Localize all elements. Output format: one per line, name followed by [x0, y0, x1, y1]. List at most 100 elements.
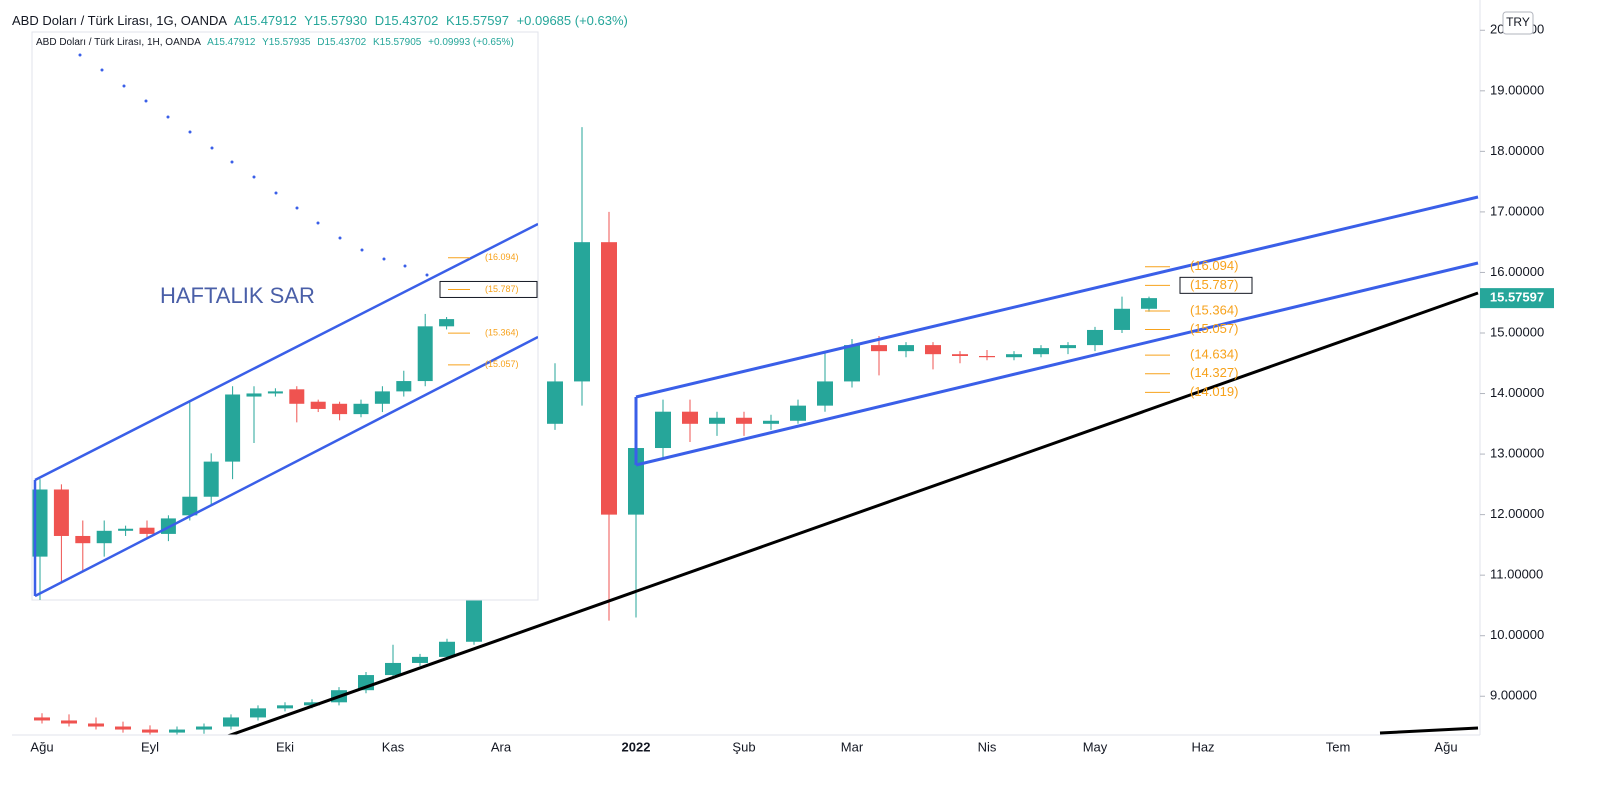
candle-body [385, 662, 401, 676]
level-box [1179, 276, 1253, 294]
support-line [226, 291, 1479, 735]
annotation: HAFTALIK SAR [160, 283, 315, 308]
channel-lower [635, 261, 1479, 467]
candle-body [1006, 354, 1022, 358]
inset-candles [32, 313, 455, 600]
candle-body [736, 417, 752, 424]
main-header: ABD Doları / Türk Lirası, 1G, OANDA A15.… [12, 13, 632, 28]
change: +0.09993 (+0.65%) [428, 37, 514, 48]
candle-body [439, 641, 455, 657]
channel-upper [635, 195, 1479, 399]
level-label: (16.094) [485, 252, 519, 262]
trend-lines [226, 195, 1479, 735]
level-label: (14.327) [1190, 365, 1238, 380]
candle-body [574, 242, 590, 382]
y-tick-label: 16.00000 [1490, 264, 1544, 279]
inset-channel-lower [34, 335, 538, 598]
y-tick-label: 9.00000 [1490, 688, 1537, 703]
price-tag [1480, 288, 1554, 309]
symbol: ABD Doları / Türk Lirası, 1G, OANDA [12, 13, 228, 28]
candle-body [925, 345, 941, 355]
y-tick-label: 17.00000 [1490, 203, 1544, 218]
x-tick-label: Mar [841, 739, 864, 754]
candle-body [75, 535, 91, 544]
candle-body [310, 401, 326, 409]
x-tick-label: Ağu [30, 739, 53, 754]
ohlc: K15.57905 [372, 37, 422, 48]
y-tick-label: 10.00000 [1490, 627, 1544, 642]
candle-body [53, 489, 69, 536]
currency-box [1502, 11, 1534, 35]
candle-body [118, 528, 134, 531]
x-tick-label: Şub [732, 739, 755, 754]
candle-body [871, 345, 887, 352]
candle-body [96, 530, 112, 544]
y-tick-label: 15.00000 [1490, 324, 1544, 339]
candle-body [304, 702, 320, 706]
symbol: ABD Doları / Türk Lirası, 1H, OANDA [36, 37, 201, 48]
candle-body [332, 403, 348, 415]
candle-body [396, 381, 412, 392]
ohlc: A15.47912 [207, 37, 256, 48]
candle-body [353, 403, 369, 415]
change: +0.09685 (+0.63%) [516, 13, 628, 28]
candle-body [34, 717, 50, 721]
candle-body [1114, 308, 1130, 330]
inset-channel-upper [34, 222, 538, 482]
candle-body [547, 381, 563, 424]
ohlc: D15.43702 [317, 37, 367, 48]
x-tick-label: 2022 [622, 739, 651, 754]
candle-body [61, 720, 77, 724]
candle-body [250, 708, 266, 718]
candle-body [203, 461, 219, 497]
y-tick-label: 13.00000 [1490, 446, 1544, 461]
x-tick-label: Tem [1326, 739, 1351, 754]
y-tick-label: 18.00000 [1490, 143, 1544, 158]
y-tick-label: 11.00000 [1490, 567, 1543, 582]
candle-body [1060, 345, 1076, 349]
candle-body [267, 391, 283, 394]
level-label: (15.364) [1190, 302, 1238, 317]
candle-body [142, 729, 158, 733]
sar-dots [78, 53, 429, 277]
candle-body [952, 354, 968, 356]
ohlc: D15.43702 [374, 13, 439, 28]
candle-body [439, 319, 455, 327]
inset-lines [33, 53, 538, 598]
candle-body [374, 391, 390, 404]
candle-body [709, 417, 725, 424]
candle-body [601, 242, 617, 515]
candle-body [223, 717, 239, 727]
ohlc: Y15.57935 [262, 37, 311, 48]
level-label: (14.019) [1190, 384, 1238, 399]
candle-body [682, 411, 698, 424]
x-tick-label: Eyl [141, 739, 159, 754]
candle-body [844, 345, 860, 382]
candle-body [763, 420, 779, 424]
candle-body [1087, 329, 1103, 346]
level-label: (16.094) [1190, 258, 1238, 273]
candle-body [417, 326, 433, 382]
candle-body [898, 345, 914, 352]
level-label: (15.057) [485, 359, 519, 369]
candle-body [790, 405, 806, 421]
candle-body [169, 729, 185, 733]
candle-body [1141, 298, 1157, 309]
level-label: (15.057) [1190, 321, 1238, 336]
level-label: (14.634) [1190, 347, 1238, 362]
x-tick-label: May [1083, 739, 1108, 754]
candle-body [225, 394, 241, 462]
inset-levels: (16.094) (15.787) (15.364) (15.057) [439, 252, 538, 369]
candle-body [655, 411, 671, 449]
level-label: (15.364) [485, 328, 519, 338]
candle-body [139, 527, 155, 534]
candle-body [289, 389, 305, 404]
inset [31, 31, 539, 601]
y-tick-label: 19.00000 [1490, 82, 1544, 97]
candle-body [412, 656, 428, 663]
candle-body [115, 726, 131, 730]
x-tick-label: Kas [382, 739, 405, 754]
candle-body [1033, 348, 1049, 355]
